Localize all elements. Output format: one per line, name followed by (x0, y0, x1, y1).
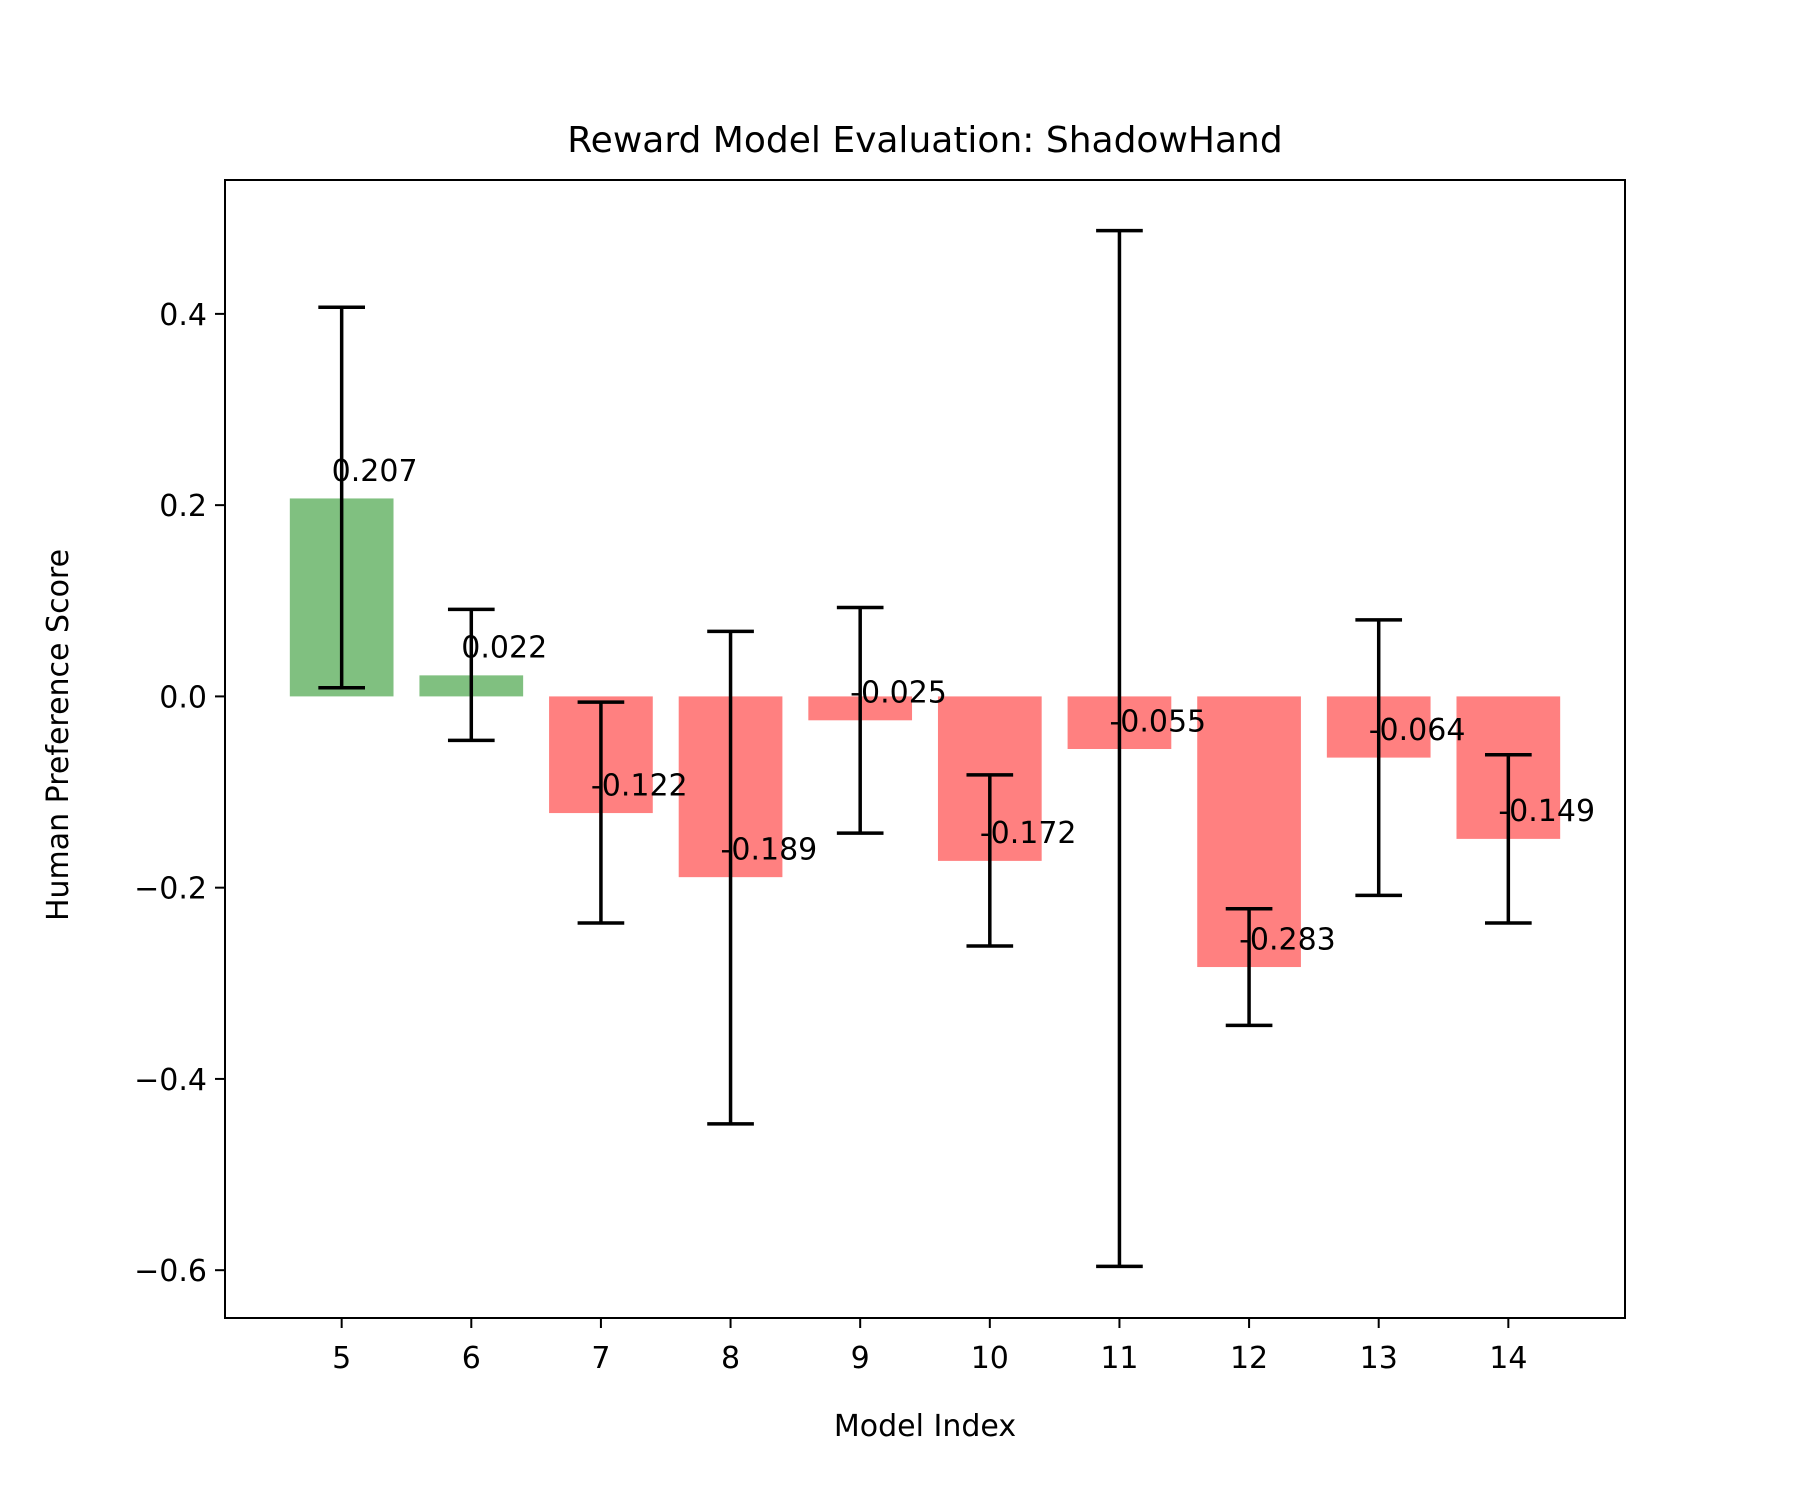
x-tick-label-7: 7 (591, 1341, 610, 1376)
x-tick-label-6: 6 (462, 1341, 481, 1376)
x-axis-label: Model Index (834, 1409, 1016, 1444)
data-label-5: 0.207 (332, 454, 418, 489)
chart-title: Reward Model Evaluation: ShadowHand (567, 120, 1282, 161)
plot-frame (224, 179, 1626, 1319)
y-tick-label-2: −0.2 (134, 872, 207, 907)
data-label-8: -0.189 (721, 832, 818, 867)
y-axis-label: Human Preference Score (41, 549, 76, 921)
y-tick-label-3: 0.0 (159, 680, 207, 715)
data-label-14: -0.149 (1498, 794, 1595, 829)
data-label-9: -0.025 (850, 676, 947, 711)
data-label-11: -0.055 (1109, 704, 1206, 739)
y-tick-label-5: 0.4 (159, 298, 207, 333)
x-tick-label-14: 14 (1489, 1341, 1527, 1376)
x-tick-label-9: 9 (851, 1341, 870, 1376)
x-tick-label-5: 5 (332, 1341, 351, 1376)
data-label-6: 0.022 (461, 631, 547, 666)
data-label-12: -0.283 (1239, 922, 1336, 957)
x-tick-label-13: 13 (1360, 1341, 1398, 1376)
x-tick-label-11: 11 (1100, 1341, 1138, 1376)
data-label-7: -0.122 (591, 768, 688, 803)
data-label-13: -0.064 (1369, 713, 1466, 748)
x-tick-label-10: 10 (971, 1341, 1009, 1376)
x-tick-label-12: 12 (1230, 1341, 1268, 1376)
y-tick-label-0: −0.6 (134, 1254, 207, 1289)
x-tick-label-8: 8 (721, 1341, 740, 1376)
y-tick-label-4: 0.2 (159, 489, 207, 524)
y-tick-label-1: −0.4 (134, 1063, 207, 1098)
data-label-10: -0.172 (980, 816, 1077, 851)
plot-area: 0.207 0.022 -0.122 -0.189 -0.025 -0.172 -0.055… (134, 179, 1626, 1376)
